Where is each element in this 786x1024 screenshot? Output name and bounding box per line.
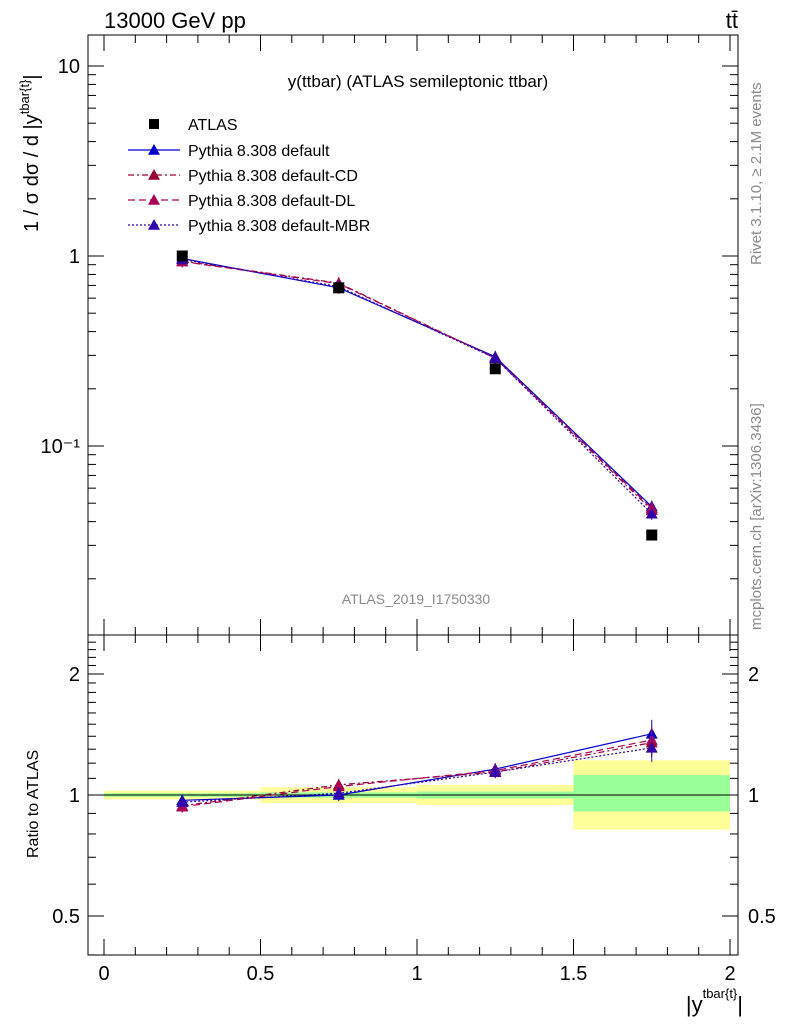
legend-label: Pythia 8.308 default-CD [188, 168, 358, 185]
x-axis-ticks: 0 0.5 1 1.5 2 [98, 35, 736, 985]
legend-label: Pythia 8.308 default [188, 143, 330, 160]
data-marker [646, 529, 658, 541]
ratio-y-tick-label-left: 1 [69, 785, 80, 807]
ratio-y-tick-label-left: 2 [69, 664, 80, 686]
ratio-series-marker [489, 766, 502, 777]
main-plot-frame [87, 34, 739, 636]
main-plot-area [176, 250, 658, 541]
x-tick-label: 1.5 [560, 963, 588, 985]
x-axis-label: |ytbar{t}| [686, 986, 743, 1017]
ratio-series-marker [645, 741, 658, 753]
main-axis-ticks: 10 1 10⁻¹ [41, 56, 738, 580]
ratio-plot-area [104, 719, 730, 830]
ratio-axis-ticks: 2 2 1 1 0.5 0.5 [52, 641, 776, 956]
ratio-series-marker [332, 780, 345, 792]
legend-marker [148, 169, 160, 180]
ratio-y-tick-label-right: 2 [748, 664, 759, 686]
x-tick-label: 1 [411, 963, 422, 985]
legend-marker [148, 144, 160, 155]
ratio-series-line [182, 739, 652, 808]
x-tick-label: 0.5 [247, 963, 275, 985]
ratio-series-line [182, 742, 652, 807]
ratio-series-marker [176, 796, 189, 807]
series-marker [489, 352, 502, 363]
ratio-series-line [182, 733, 652, 801]
series-marker [645, 507, 658, 519]
legend-label: Pythia 8.308 default-MBR [188, 218, 370, 235]
ratio-series-line [182, 747, 652, 803]
main-y-axis-label: 1 / σ dσ / d |ytbar{t}| [17, 74, 43, 232]
source-text: mcplots.cern.ch [arXiv:1306.3436] [748, 403, 765, 630]
legend-marker-data [149, 119, 159, 129]
legend-label: ATLAS [188, 117, 238, 134]
series-line [182, 258, 653, 515]
main-y-axis-label-superscript: tbar{t} [17, 79, 32, 114]
ratio-series-marker [332, 787, 345, 799]
ratio-plot-frame [87, 634, 739, 956]
x-tick-label: 0 [98, 963, 109, 985]
x-tick-label: 2 [724, 963, 735, 985]
main-plot-title: y(ttbar) (ATLAS semileptonic ttbar) [288, 72, 548, 91]
y-tick-label: 1 [69, 246, 80, 268]
y-tick-label: 10⁻¹ [41, 436, 81, 458]
data-marker [489, 363, 501, 375]
header-process: tt̄ [726, 8, 738, 33]
data-marker [176, 250, 188, 262]
series-marker [645, 502, 658, 514]
series-line [182, 257, 653, 507]
rivet-version-text: Rivet 3.1.10, ≥ 2.1M events [748, 83, 765, 266]
series-line [182, 260, 653, 511]
ratio-y-tick-label-left: 0.5 [52, 906, 80, 928]
header-energy: 13000 GeV pp [104, 8, 246, 33]
legend-label: Pythia 8.308 default-DL [188, 193, 355, 210]
legend-marker [148, 219, 160, 230]
data-marker [333, 282, 345, 294]
analysis-watermark: ATLAS_2019_I1750330 [342, 591, 491, 607]
series-line [182, 260, 653, 509]
ratio-y-axis-label: Ratio to ATLAS [25, 750, 42, 858]
legend: ATLAS Pythia 8.308 default Pythia 8.308 de… [128, 117, 370, 235]
y-tick-label: 10 [58, 56, 80, 78]
stat-uncertainty-band [573, 775, 730, 812]
legend-marker [148, 194, 160, 205]
ratio-y-tick-label-right: 1 [748, 785, 759, 807]
ratio-y-tick-label-right: 0.5 [748, 906, 776, 928]
x-axis-label-superscript: tbar{t} [703, 986, 738, 1001]
